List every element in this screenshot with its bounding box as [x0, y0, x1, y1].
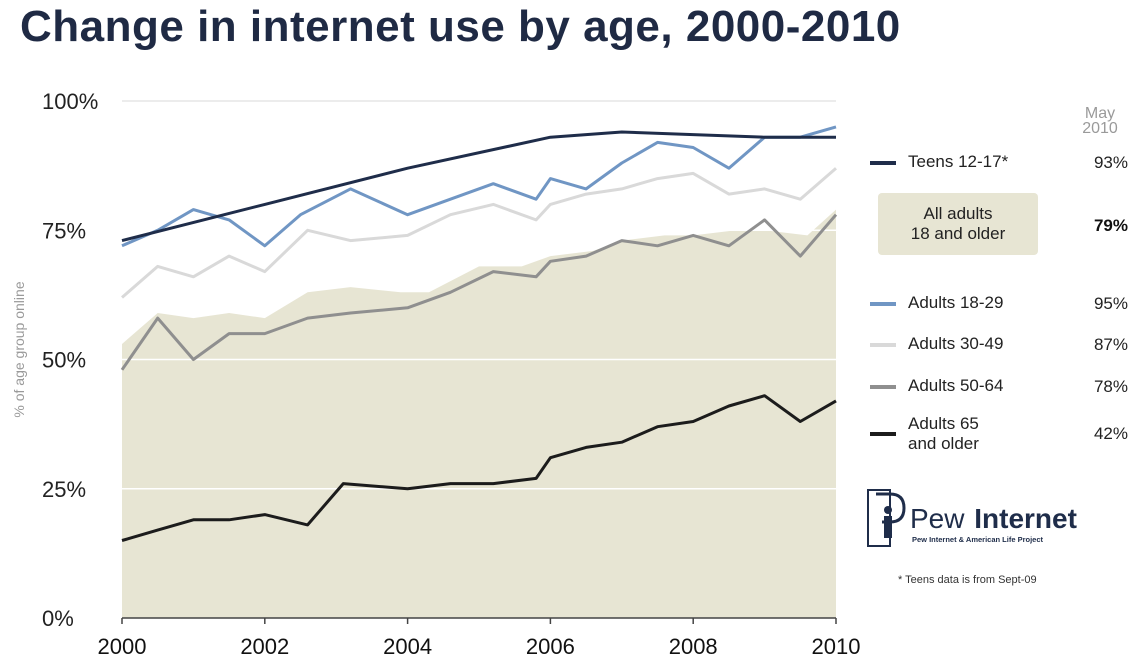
legend-label-teens: Teens 12-17* [908, 152, 1009, 171]
y-tick-label: 75% [42, 218, 86, 243]
chart-title: Change in internet use by age, 2000-2010 [20, 2, 901, 51]
legend-value-teens: 93% [1093, 153, 1128, 172]
x-tick-label: 2004 [383, 634, 432, 659]
legend-swatch-adults-18-29 [870, 302, 896, 306]
area-all-adults [122, 209, 836, 618]
svg-text:Pew Internet: Pew Internet [910, 503, 1077, 534]
x-tick-label: 2008 [669, 634, 718, 659]
x-tick-label: 2002 [240, 634, 289, 659]
legend-header-month: May [1084, 105, 1116, 122]
legend-swatch-teens [870, 161, 896, 165]
pew-logo-icon [867, 489, 906, 547]
legend-item-adults-30-49: Adults 30-49 87% [870, 334, 1130, 374]
series-line-adults-18-29 [121, 125, 837, 248]
legend-swatch-adults-65-older [870, 432, 896, 436]
legend-value-adults-30-49: 87% [1093, 335, 1128, 354]
y-tick-label: 50% [42, 348, 86, 373]
legend-header-year: 2010 [1082, 120, 1118, 137]
legend-label-adults-50-64: Adults 50-64 [908, 376, 1004, 395]
legend-swatch-adults-30-49 [870, 343, 896, 347]
footnote: * Teens data is from Sept-09 [898, 574, 1037, 586]
pew-logo-word-internet: Internet [974, 503, 1077, 534]
legend-item-adults-50-64: Adults 50-64 78% [870, 376, 1130, 416]
x-tick-label: 2000 [98, 634, 147, 659]
series-line-adults-30-49 [121, 167, 837, 299]
series-line-teens [121, 130, 836, 243]
legend-label-adults-30-49: Adults 30-49 [908, 334, 1004, 353]
legend-value-all-adults: 79% [1093, 216, 1128, 235]
legend-value-adults-50-64: 78% [1093, 377, 1128, 396]
x-tick-label: 2010 [812, 634, 861, 659]
legend-label-adults-18-29: Adults 18-29 [908, 293, 1004, 312]
pew-internet-logo: Pew Internet Pew Internet & American Lif… [867, 489, 1077, 547]
x-tick-label: 2006 [526, 634, 575, 659]
y-tick-label: 25% [42, 477, 86, 502]
pew-logo-word-pew: Pew [910, 503, 965, 534]
legend-column-header: May 2010 [1070, 105, 1130, 137]
legend-item-teens: Teens 12-17* 93% [870, 152, 1130, 192]
series-line-adults-65-older [121, 394, 837, 542]
legend-swatch-adults-50-64 [870, 385, 896, 389]
legend-item-adults-18-29: Adults 18-29 95% [870, 293, 1130, 333]
y-tick-label: 0% [42, 606, 74, 631]
legend-item-adults-65-older: Adults 65 and older 42% [870, 414, 1130, 464]
legend-item-all-adults: All adults 18 and older [878, 193, 1038, 255]
series-line-adults-50-64 [120, 213, 838, 371]
pew-logo-tagline: Pew Internet & American Life Project [912, 535, 1044, 544]
y-axis-label: % of age group online [11, 281, 27, 417]
y-tick-label: 100% [42, 89, 98, 114]
legend-value-adults-18-29: 95% [1093, 294, 1128, 313]
legend-label-adults-65-older: Adults 65 and older [908, 414, 979, 453]
legend-value-adults-65-older: 42% [1093, 424, 1128, 443]
